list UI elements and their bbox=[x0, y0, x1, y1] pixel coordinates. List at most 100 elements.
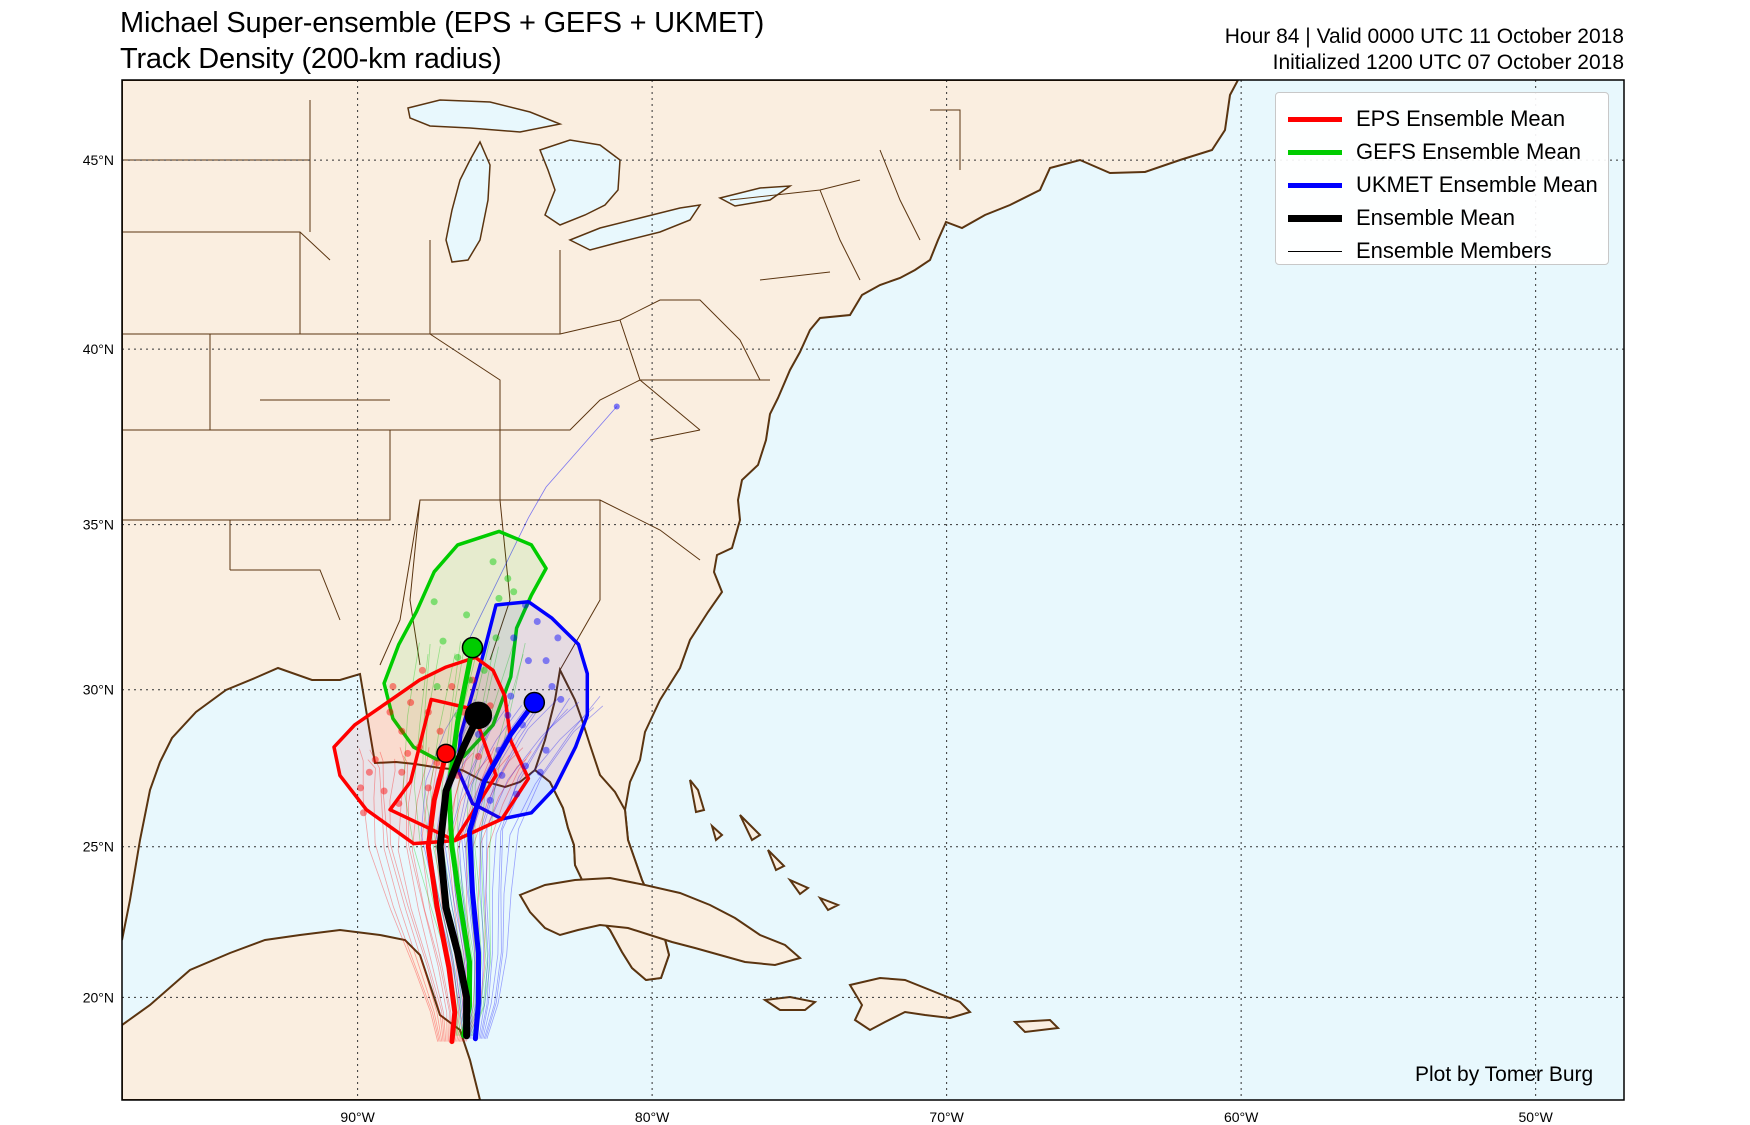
map-subtitle: Track Density (200-km radius) bbox=[120, 43, 502, 75]
lon-tick-label: 80°W bbox=[635, 1109, 670, 1125]
eps-member-point bbox=[468, 676, 476, 684]
eps-member-point bbox=[474, 753, 482, 761]
legend-swatch-ukmet bbox=[1288, 182, 1342, 188]
eps-member-track bbox=[367, 759, 440, 1042]
tracks-layer bbox=[332, 403, 620, 1045]
eps-member-point bbox=[404, 749, 412, 757]
lon-tick-label: 50°W bbox=[1518, 1109, 1553, 1125]
mean-end-marker bbox=[464, 701, 493, 730]
ukmet-member-track bbox=[482, 701, 580, 1039]
legend-label-members: Ensemble Members bbox=[1356, 238, 1552, 263]
ukmet-member-track bbox=[486, 705, 604, 1039]
gefs-member-point bbox=[495, 594, 503, 602]
ukmet-member-point bbox=[524, 657, 532, 665]
eps-member-point bbox=[424, 784, 432, 792]
eps-end-marker bbox=[436, 743, 456, 764]
gefs-member-point bbox=[504, 574, 512, 582]
ukmet-member-track bbox=[478, 698, 559, 1039]
eps-member-point bbox=[424, 708, 432, 716]
eps-member-point bbox=[389, 683, 397, 691]
legend-swatch-eps bbox=[1288, 116, 1342, 122]
ukmet-member-point bbox=[542, 657, 550, 665]
valid-time: Hour 84 | Valid 0000 UTC 11 October 2018 bbox=[1224, 25, 1624, 48]
gefs-member-point bbox=[510, 588, 518, 596]
map-frame bbox=[121, 79, 1625, 1101]
eps-member-point bbox=[380, 787, 388, 795]
legend-label-ukmet: UKMET Ensemble Mean bbox=[1356, 172, 1598, 197]
lat-tick-label: 30°N bbox=[83, 682, 114, 698]
ukmet-member-point bbox=[533, 617, 541, 625]
eps-member-track bbox=[369, 749, 441, 1042]
gefs-member-point bbox=[433, 683, 441, 691]
great-lakes bbox=[407, 99, 793, 263]
eps-member-track bbox=[389, 758, 444, 1042]
gefs-end-marker bbox=[461, 636, 484, 659]
gefs-member-track bbox=[470, 654, 524, 1036]
lat-tick-label: 20°N bbox=[83, 989, 114, 1005]
gefs-member-point bbox=[454, 653, 462, 661]
gefs-member-point bbox=[463, 611, 471, 619]
title-block: Michael Super-ensemble (EPS + GEFS + UKM… bbox=[120, 5, 764, 77]
legend-label-eps: EPS Ensemble Mean bbox=[1356, 106, 1566, 131]
eps-member-track bbox=[358, 748, 439, 1042]
legend-label-mean: Ensemble Mean bbox=[1356, 205, 1515, 230]
eps-member-point bbox=[357, 784, 365, 792]
ukmet-end-marker bbox=[523, 691, 546, 714]
lon-tick-label: 60°W bbox=[1224, 1109, 1259, 1125]
init-time: Initialized 1200 UTC 07 October 2018 bbox=[1272, 51, 1624, 74]
gefs-member-track bbox=[469, 643, 514, 1036]
eps-member-point bbox=[371, 756, 379, 764]
hispaniola-land bbox=[848, 976, 972, 1032]
cuba-land bbox=[518, 876, 803, 967]
lat-tick-label: 25°N bbox=[83, 839, 114, 855]
gefs-member-point bbox=[489, 558, 497, 566]
plot-credit: Plot by Tomer Burg bbox=[1415, 1063, 1594, 1086]
north-america-land bbox=[122, 80, 1240, 982]
axis-labels: 45°N 40°N 35°N 30°N 25°N 20°N 90°W 80°W 70°W 60°W… bbox=[83, 152, 1554, 1125]
eps-member-point bbox=[407, 699, 415, 707]
eps-member-point bbox=[359, 809, 367, 817]
ukmet-mean-track bbox=[467, 700, 537, 1042]
ukmet-member-point bbox=[486, 796, 494, 804]
ukmet-member-point bbox=[504, 711, 512, 719]
ukmet-member-track bbox=[481, 697, 570, 1039]
lon-tick-label: 70°W bbox=[929, 1109, 964, 1125]
eps-member-track bbox=[411, 747, 450, 1042]
ukmet-member-point bbox=[513, 790, 521, 798]
ukmet-member-track bbox=[479, 708, 568, 1039]
legend-swatch-mean bbox=[1288, 214, 1342, 222]
ukmet-member-point bbox=[474, 730, 482, 738]
eps-member-point bbox=[433, 759, 441, 767]
ukmet-member-track bbox=[420, 697, 465, 1039]
eps-member-point bbox=[395, 799, 403, 807]
yucatan-central-america-land bbox=[122, 928, 482, 1100]
eps-member-track bbox=[448, 752, 474, 1042]
gefs-member-point bbox=[439, 637, 447, 645]
legend-swatch-members bbox=[1288, 250, 1342, 252]
eps-member-point bbox=[436, 727, 444, 735]
eps-member-point bbox=[386, 708, 394, 716]
graticule bbox=[122, 80, 1624, 1100]
jamaica-land bbox=[762, 995, 818, 1011]
lon-tick-label: 90°W bbox=[340, 1109, 375, 1125]
eps-member-point bbox=[418, 666, 426, 674]
gefs-member-point bbox=[430, 598, 438, 606]
ukmet-member-point bbox=[521, 601, 529, 609]
bahamas-islands bbox=[689, 779, 841, 912]
eps-member-track bbox=[379, 751, 443, 1042]
map-title: Michael Super-ensemble (EPS + GEFS + UKM… bbox=[120, 7, 765, 39]
eps-member-track bbox=[420, 758, 452, 1042]
eps-member-point bbox=[415, 743, 423, 751]
ukmet-member-point bbox=[498, 771, 506, 779]
ukmet-member-track bbox=[483, 707, 595, 1039]
eps-member-point bbox=[365, 768, 373, 776]
eps-member-track bbox=[402, 755, 447, 1042]
legend-swatch-gefs bbox=[1288, 149, 1342, 155]
remote-member-point bbox=[613, 403, 620, 410]
lat-tick-label: 40°N bbox=[83, 341, 114, 357]
lat-tick-label: 45°N bbox=[83, 152, 114, 168]
gefs-member-track bbox=[466, 653, 493, 1036]
run-info: Hour 84 | Valid 0000 UTC 11 October 2018… bbox=[1225, 24, 1624, 76]
lat-tick-label: 35°N bbox=[83, 517, 114, 533]
eps-member-point bbox=[398, 768, 406, 776]
